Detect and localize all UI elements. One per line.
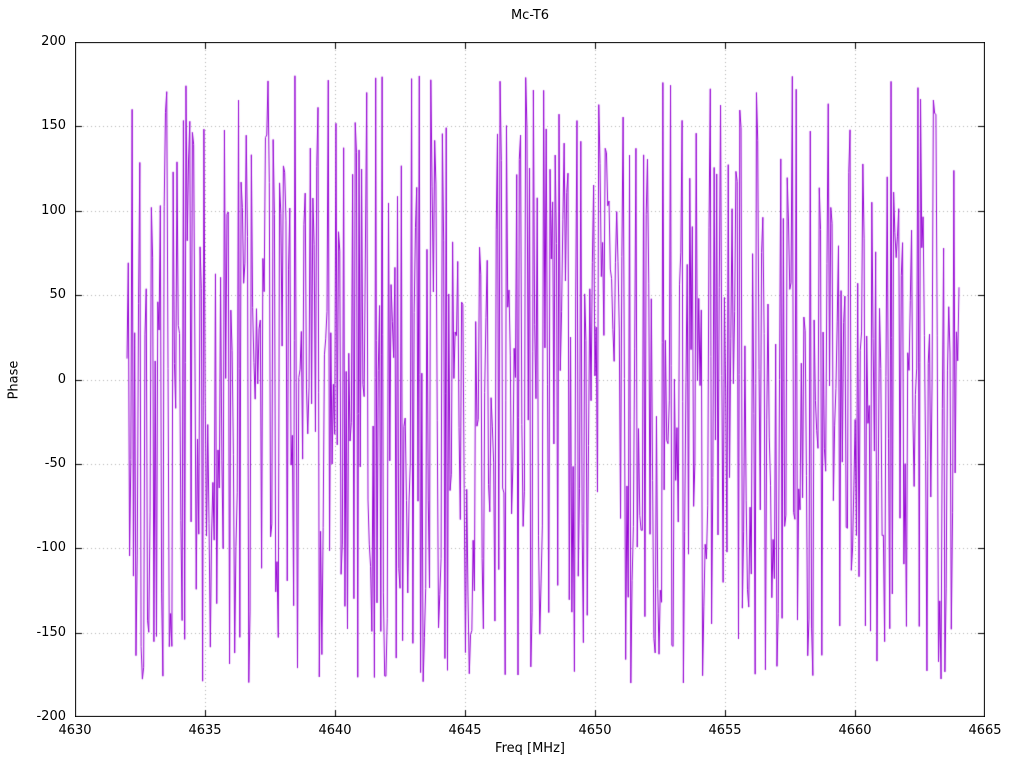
y-tick-label: 0 xyxy=(57,371,66,387)
chart-title: Mc-T6 xyxy=(510,8,550,23)
x-tick-label: 4650 xyxy=(578,723,612,738)
y-tick-label: 100 xyxy=(41,202,66,218)
y-tick-label: -50 xyxy=(44,455,66,471)
x-tick-label: 4645 xyxy=(448,723,482,738)
y-tick-label: 200 xyxy=(41,34,66,49)
y-tick-label: 150 xyxy=(41,118,66,134)
x-tick-label: 4665 xyxy=(968,723,1002,738)
x-tick-label: 4630 xyxy=(58,723,92,738)
plot-area xyxy=(75,42,985,717)
y-tick-label: -100 xyxy=(36,540,66,556)
y-tick-label: -200 xyxy=(36,709,66,724)
x-tick-label: 4635 xyxy=(188,723,222,738)
y-tick-label: -150 xyxy=(36,624,66,640)
y-tick-label: 50 xyxy=(49,287,66,303)
x-axis-label: Freq [MHz] xyxy=(495,741,565,756)
x-tick-label: 4640 xyxy=(318,723,352,738)
x-tick-label: 4655 xyxy=(708,723,742,738)
x-tick-label: 4660 xyxy=(838,723,872,738)
